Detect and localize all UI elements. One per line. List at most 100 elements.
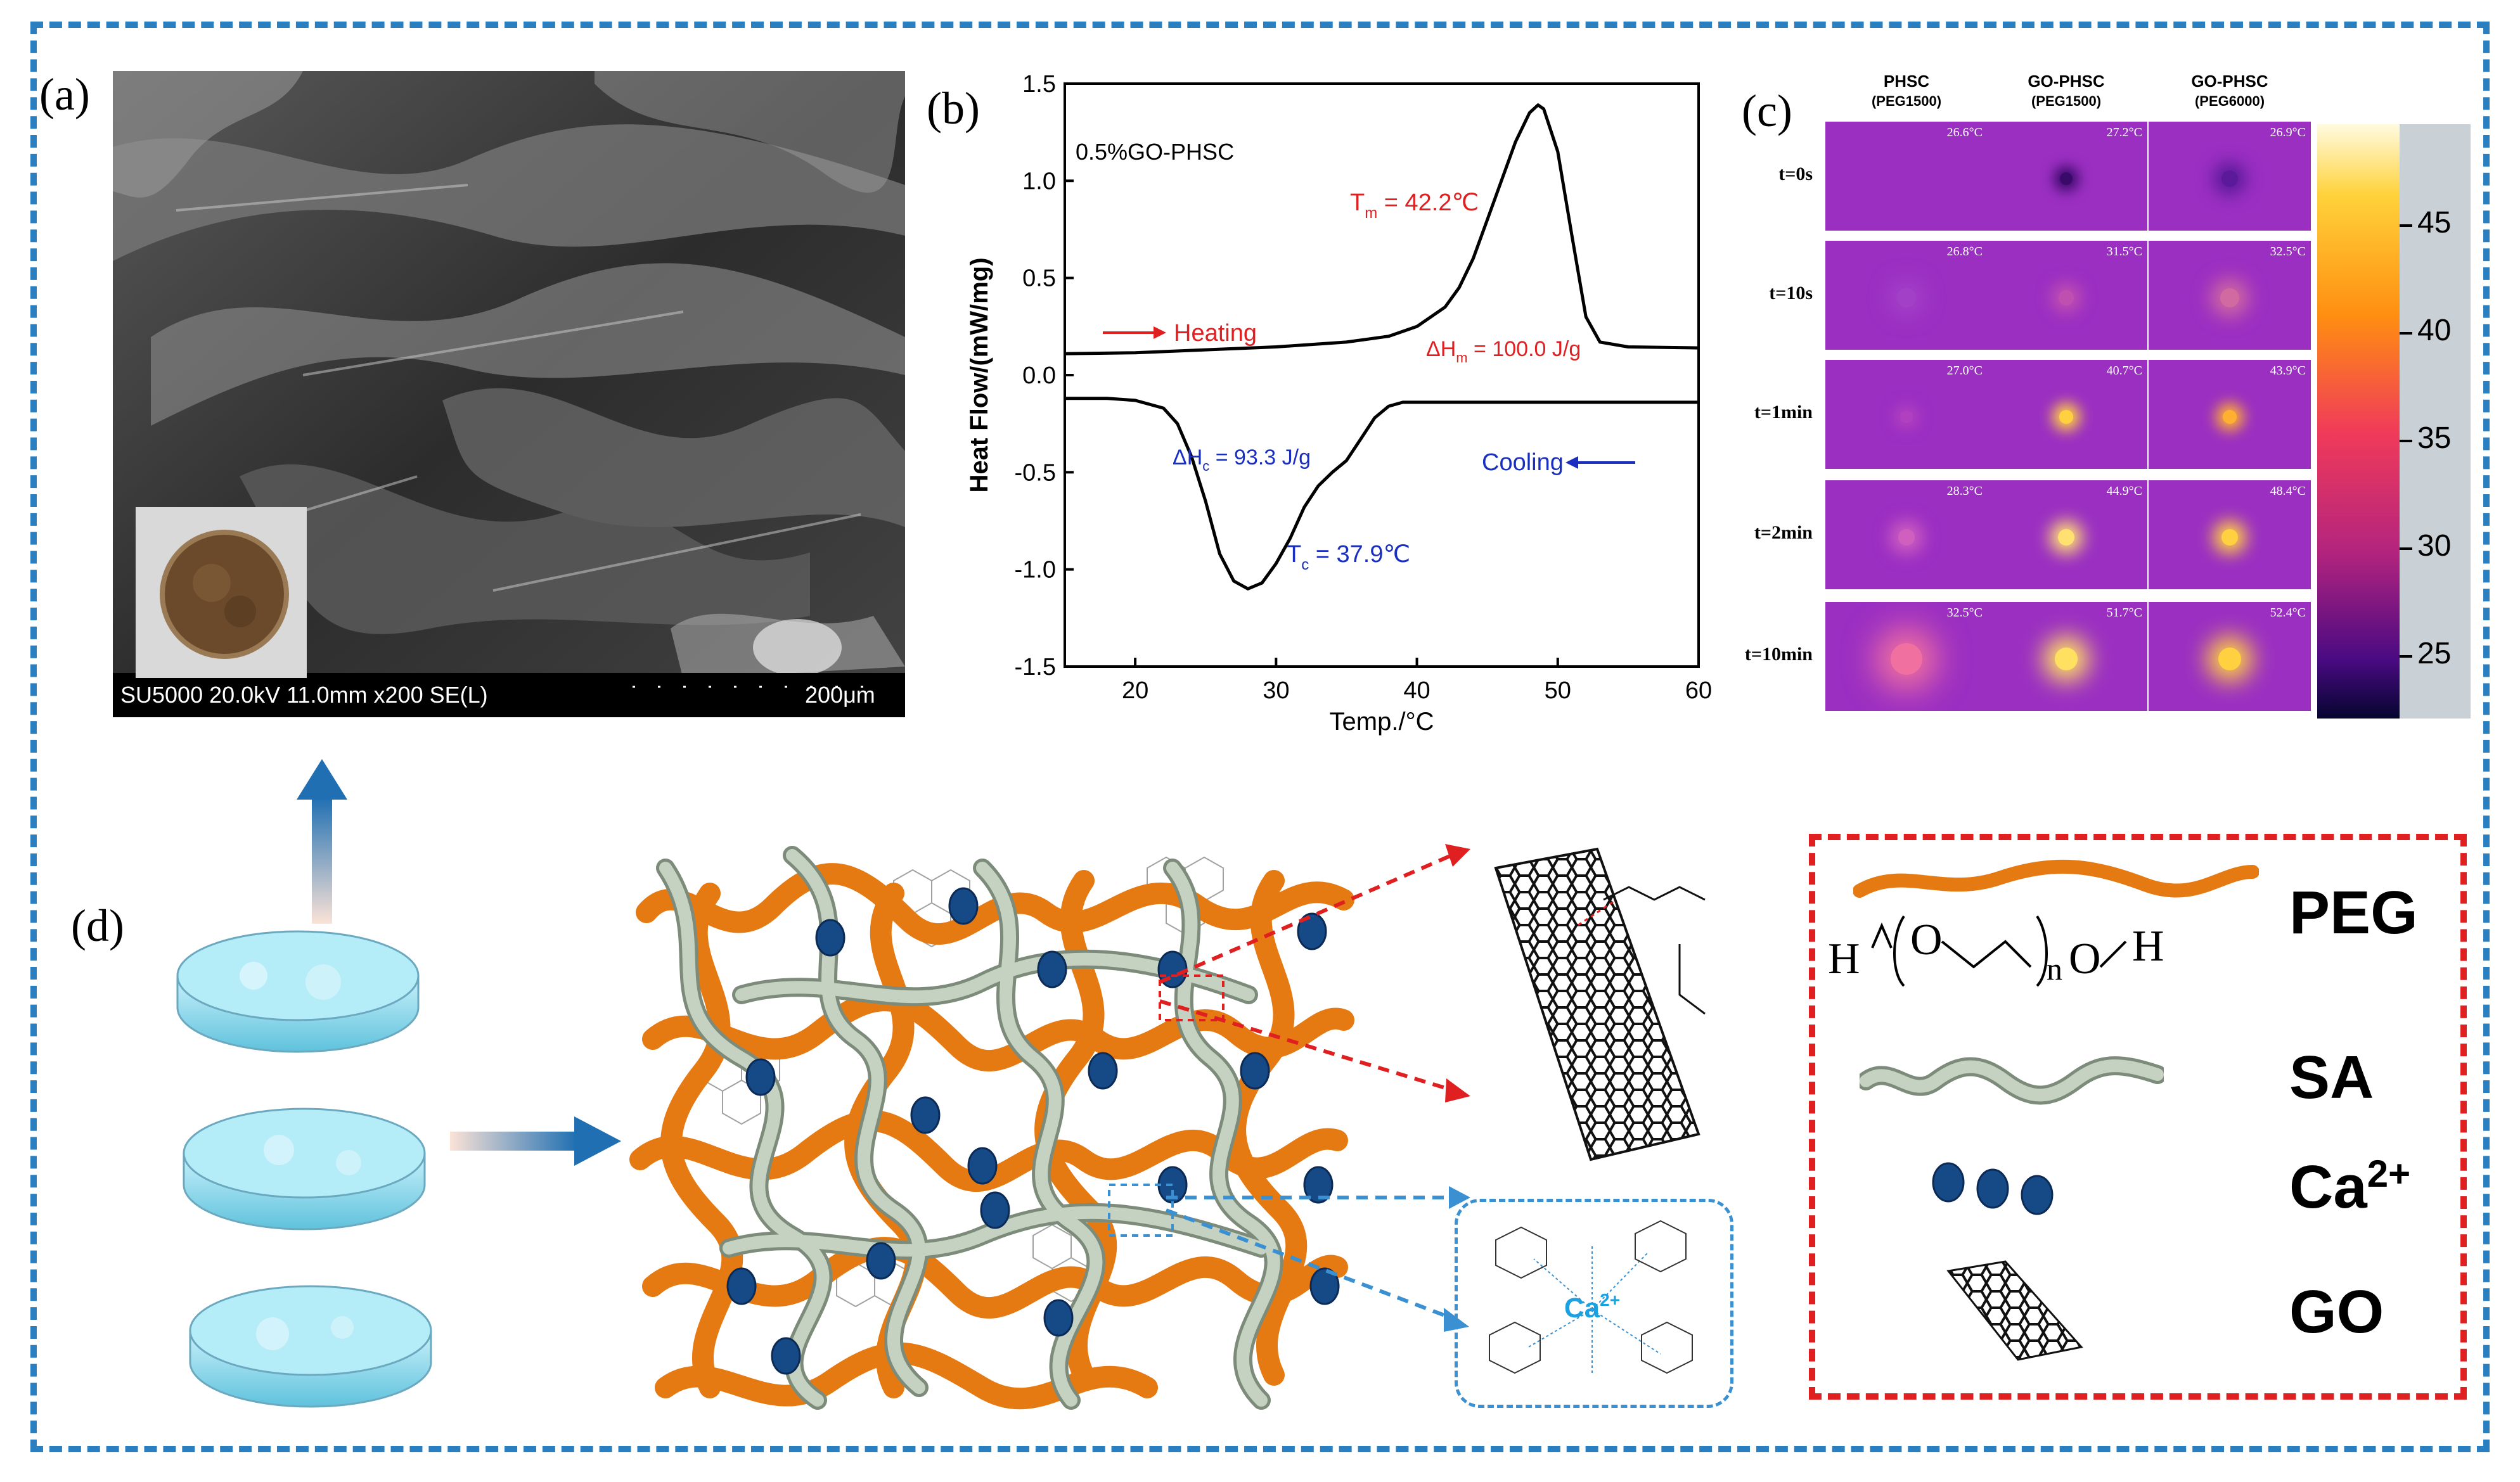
go-peg-detail: [1494, 847, 1706, 1161]
dish-2: [183, 1108, 426, 1230]
y-axis-label: Heat Flow/(mW/mg): [970, 257, 993, 492]
thermal-temperature: 26.8°C: [1946, 245, 1983, 259]
legend-box: H O n O H PEG SA Ca2+ GO: [1809, 834, 2467, 1400]
panel-label-a: (a): [39, 69, 90, 120]
hot-spot: [2058, 529, 2074, 546]
hot-spot: [2059, 290, 2074, 305]
thermal-image: 40.7°C: [1985, 360, 2147, 469]
thermal-temperature: 32.5°C: [2270, 245, 2306, 259]
ca-ions: [726, 887, 1340, 1375]
heating-arrow-head: [1154, 326, 1166, 339]
x-tick-label: 40: [1403, 677, 1430, 704]
sem-scale-bar: [633, 686, 886, 688]
legend-sa-label: SA: [2289, 1044, 2374, 1111]
tm-annotation: Tm = 42.2℃: [1350, 189, 1479, 222]
svg-text:O: O: [1910, 916, 1943, 964]
thermal-row-label: t=2min: [1754, 522, 1813, 543]
x-axis-label: Temp./°C: [1330, 708, 1434, 736]
cooling-curve: [1065, 397, 1699, 591]
peg-legend-chain: [1853, 859, 2259, 898]
y-tick-label: -1.0: [1015, 557, 1056, 584]
thermal-row-label: t=0s: [1778, 163, 1813, 184]
thermal-image: 31.5°C: [1985, 241, 2147, 350]
outer-dashed-frame: [30, 22, 2490, 1452]
colorbar-tick: [2400, 547, 2412, 550]
hot-spot: [1897, 288, 1916, 307]
peg-go-highlight: [1159, 974, 1225, 1021]
hot-spot: [1900, 411, 1913, 423]
go-legend-sheet: [1946, 1260, 2083, 1361]
thermal-temperature: 32.5°C: [1946, 606, 1983, 620]
thermal-image: 48.4°C: [2149, 480, 2311, 589]
x-tick-label: 20: [1122, 677, 1148, 704]
thermal-image: 52.4°C: [2149, 602, 2311, 711]
ca-legend-ions: [1932, 1162, 2054, 1215]
thermal-temperature: 31.5°C: [2106, 245, 2142, 259]
right-arrow: [450, 1116, 621, 1166]
colorbar-label: 45: [2417, 206, 2452, 240]
colorbar-label: 30: [2417, 529, 2452, 563]
hot-spot: [2223, 410, 2237, 424]
svg-text:H: H: [2132, 922, 2164, 971]
sa-legend-chain: [1860, 1056, 2164, 1105]
cooling-label: Cooling: [1482, 449, 1564, 476]
tc-annotation: Tc = 37.9℃: [1287, 541, 1410, 573]
thermal-row-label: t=10s: [1769, 283, 1813, 303]
sample-photo-inset: [136, 507, 307, 678]
coordination-bonds: [1527, 1246, 1661, 1373]
thermal-image: 43.9°C: [2149, 360, 2311, 469]
thermal-image: 26.6°C: [1825, 122, 1988, 231]
thermal-image: 27.2°C: [1985, 122, 2147, 231]
hot-spot: [2055, 648, 2078, 670]
ca-coordination-diagram: Ca2+: [1489, 1220, 1693, 1374]
sample-disc-image: [160, 530, 289, 659]
dsc-chart: 20 30 40 50 60 1.5 1.0 0.5 0.0 -0.5 -1.0 -1.5 Temp.…: [970, 71, 1712, 736]
peg-formula: H O n O H: [1828, 915, 2164, 987]
y-tick-label: 0.0: [1022, 362, 1056, 389]
alginate-rings: [1489, 1220, 1693, 1374]
heating-label: Heating: [1174, 320, 1257, 347]
svg-text:n: n: [2047, 951, 2062, 987]
hot-spot: [2060, 172, 2073, 185]
hot-spot: [2221, 529, 2238, 546]
colorbar-label: 25: [2417, 637, 2452, 670]
thermal-image: 32.5°C: [2149, 241, 2311, 350]
dish-3: [189, 1285, 432, 1408]
hot-spot: [2221, 170, 2238, 187]
thermal-image: 26.9°C: [2149, 122, 2311, 231]
hot-spot: [1891, 643, 1922, 675]
plot-frame: [1064, 82, 1700, 668]
thermal-row-label: t=10min: [1744, 644, 1813, 665]
legend-peg-label: PEG: [2289, 879, 2418, 947]
legend-ca-label: Ca2+: [2289, 1153, 2411, 1221]
legend-go-label: GO: [2289, 1278, 2384, 1346]
ca-ion-label: Ca2+: [1564, 1290, 1620, 1324]
thermal-image: 51.7°C: [1985, 602, 2147, 711]
svg-text:H: H: [1828, 935, 1860, 983]
thermal-temperature: 27.0°C: [1946, 364, 1983, 378]
sample-name: 0.5%GO-PHSC: [1076, 139, 1234, 165]
cooling-arrow-head: [1565, 456, 1578, 469]
thermal-column-header: GO-PHSC (PEG6000): [2191, 72, 2268, 109]
thermal-temperature: 44.9°C: [2106, 484, 2142, 498]
thermal-temperature: 51.7°C: [2106, 606, 2142, 620]
x-tick-label: 60: [1685, 677, 1712, 704]
thermal-temperature: 27.2°C: [2106, 125, 2142, 139]
thermal-image: 26.8°C: [1825, 241, 1988, 350]
hydrogel-network: [629, 846, 1354, 1410]
thermal-temperature: 48.4°C: [2270, 484, 2306, 498]
sem-info-bar: SU5000 20.0kV 11.0mm x200 SE(L) 200μm: [113, 673, 905, 717]
dhm-annotation: ΔHm = 100.0 J/g: [1426, 337, 1581, 366]
sem-scale-label: 200μm: [805, 682, 875, 708]
thermal-temperature: 26.9°C: [2270, 125, 2306, 139]
thermal-temperature: 28.3°C: [1946, 484, 1983, 498]
hydrogel-dishes: [176, 930, 432, 1408]
colorbar-tick: [2400, 440, 2412, 442]
colorbar-gradient: [2317, 124, 2400, 719]
connector-arrows: [1159, 844, 1470, 1332]
thermal-image: 44.9°C: [1985, 480, 2147, 589]
colorbar-label: 35: [2417, 421, 2452, 455]
peg-bonds: [1603, 886, 1706, 1015]
series-curves: [1064, 103, 1699, 591]
sem-info-text: SU5000 20.0kV 11.0mm x200 SE(L): [120, 682, 488, 708]
